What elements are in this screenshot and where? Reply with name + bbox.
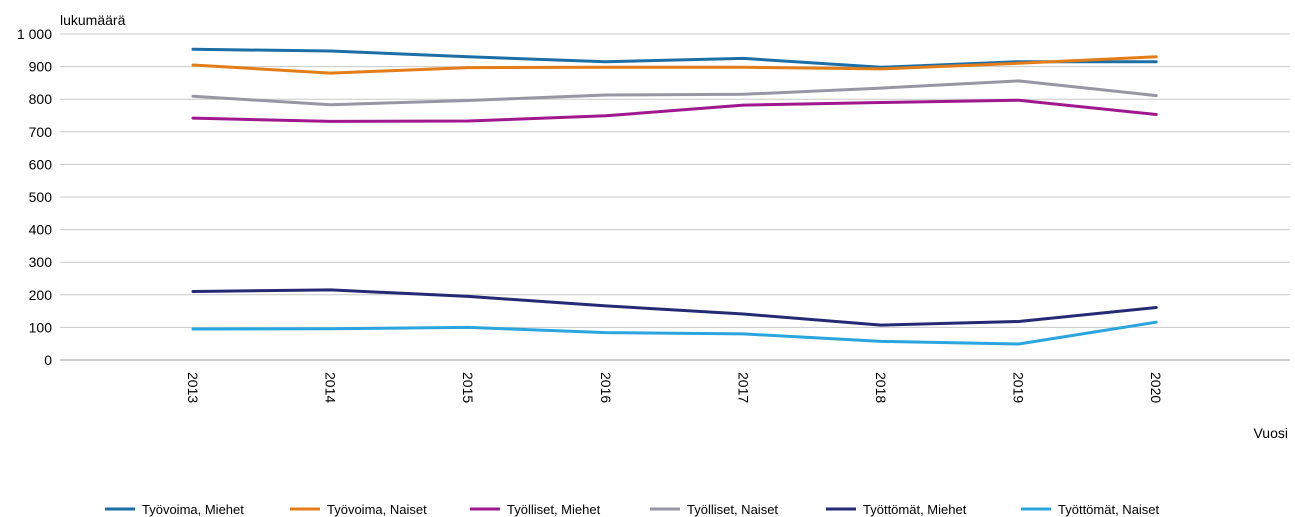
x-axis-ticks: 2013 2014 2015 2016 2017 2018 2019 2020 bbox=[185, 372, 1164, 403]
y-tick-label: 200 bbox=[29, 287, 53, 303]
series-lines bbox=[191, 47, 1158, 346]
y-axis-ticks: 0 100 200 300 400 500 600 700 800 900 1 000 bbox=[17, 26, 52, 368]
series-line-2 bbox=[191, 55, 1158, 75]
x-tick-label: 2016 bbox=[598, 372, 614, 403]
series-line-6 bbox=[191, 320, 1158, 346]
y-tick-label: 0 bbox=[44, 352, 52, 368]
x-tick-label: 2015 bbox=[460, 372, 476, 403]
series-line-4 bbox=[191, 79, 1158, 107]
y-tick-label: 900 bbox=[29, 59, 53, 75]
y-tick-label: 100 bbox=[29, 319, 53, 335]
x-tick-label: 2013 bbox=[185, 372, 201, 403]
y-tick-label: 700 bbox=[29, 124, 53, 140]
x-tick-label: 2018 bbox=[873, 372, 889, 403]
legend-label: Työvoima, Miehet bbox=[142, 502, 244, 517]
y-tick-label: 400 bbox=[29, 222, 53, 238]
x-tick-label: 2017 bbox=[735, 372, 751, 403]
x-axis-title: Vuosi bbox=[1253, 425, 1288, 441]
series-line-5 bbox=[191, 288, 1158, 327]
y-axis-title: lukumäärä bbox=[60, 12, 126, 28]
x-tick-label: 2014 bbox=[323, 372, 339, 403]
legend: Työvoima, Miehet Työvoima, Naiset Työllise… bbox=[105, 502, 1160, 517]
legend-label: Työttömät, Naiset bbox=[1058, 502, 1160, 517]
series-line-1 bbox=[191, 47, 1158, 69]
y-tick-label: 1 000 bbox=[17, 26, 52, 42]
y-tick-label: 600 bbox=[29, 156, 53, 172]
legend-label: Työttömät, Miehet bbox=[863, 502, 967, 517]
series-line-3 bbox=[191, 98, 1158, 123]
y-tick-label: 300 bbox=[29, 254, 53, 270]
legend-label: Työlliset, Miehet bbox=[507, 502, 601, 517]
x-tick-label: 2019 bbox=[1011, 372, 1027, 403]
y-tick-label: 800 bbox=[29, 91, 53, 107]
legend-label: Työvoima, Naiset bbox=[327, 502, 427, 517]
y-tick-label: 500 bbox=[29, 189, 53, 205]
legend-label: Työlliset, Naiset bbox=[687, 502, 778, 517]
x-tick-label: 2020 bbox=[1148, 372, 1164, 403]
